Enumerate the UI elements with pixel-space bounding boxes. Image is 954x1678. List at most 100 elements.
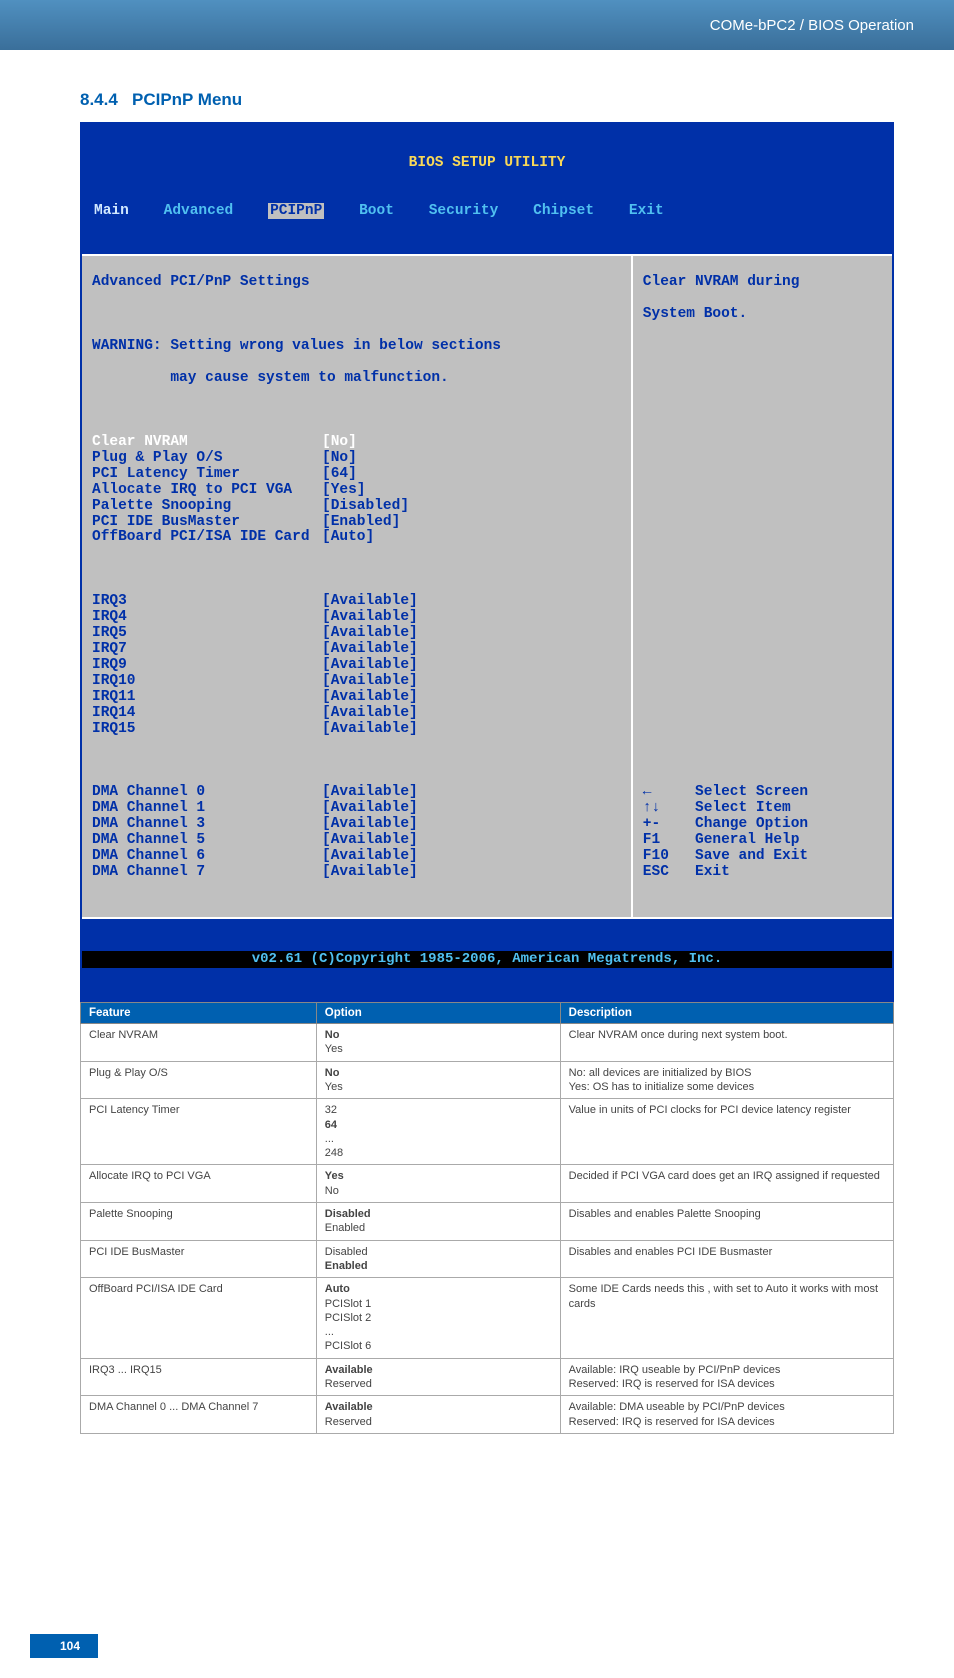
bios-setting-row: OffBoard PCI/ISA IDE Card[Auto]: [92, 530, 621, 546]
setting-value: [Enabled]: [322, 515, 400, 531]
cell-feature: PCI Latency Timer: [81, 1099, 317, 1165]
bios-help: Clear NVRAM during System Boot.: [643, 260, 882, 356]
table-row: Plug & Play O/SNoYesNo: all devices are …: [81, 1061, 894, 1099]
cell-option: AvailableReserved: [316, 1358, 560, 1396]
setting-value: [64]: [322, 467, 357, 483]
irq-value: [Available]: [322, 706, 418, 722]
cell-feature: Plug & Play O/S: [81, 1061, 317, 1099]
table-row: PCI IDE BusMasterDisabledEnabledDisables…: [81, 1240, 894, 1278]
irq-label: IRQ9: [92, 658, 322, 674]
page-footer: 104: [0, 1634, 954, 1678]
th-description: Description: [560, 1003, 893, 1024]
cell-description: Some IDE Cards needs this , with set to …: [560, 1278, 893, 1358]
tab-advanced: Advanced: [164, 203, 234, 219]
bios-menu-bar: Main Advanced PCIPnP Boot Security Chips…: [82, 204, 892, 222]
bios-left-panel: Advanced PCI/PnP Settings WARNING: Setti…: [82, 254, 633, 919]
irq-value: [Available]: [322, 722, 418, 738]
cell-feature: Palette Snooping: [81, 1203, 317, 1241]
cell-option: DisabledEnabled: [316, 1203, 560, 1241]
table-row: Palette SnoopingDisabledEnabledDisables …: [81, 1203, 894, 1241]
bios-dma-row: DMA Channel 7[Available]: [92, 865, 621, 881]
bios-nav-help: ← Select Screen↑↓ Select Item+- Change O…: [643, 754, 882, 913]
dma-label: DMA Channel 6: [92, 849, 322, 865]
bios-title: BIOS SETUP UTILITY: [82, 156, 892, 172]
irq-value: [Available]: [322, 690, 418, 706]
cell-description: No: all devices are initialized by BIOSY…: [560, 1061, 893, 1099]
table-row: Allocate IRQ to PCI VGAYesNoDecided if P…: [81, 1165, 894, 1203]
irq-label: IRQ15: [92, 722, 322, 738]
cell-description: Available: DMA useable by PCI/PnP device…: [560, 1396, 893, 1434]
cell-description: Clear NVRAM once during next system boot…: [560, 1024, 893, 1062]
cell-option: NoYes: [316, 1024, 560, 1062]
page-header: COMe-bPC2 / BIOS Operation: [0, 0, 954, 50]
bios-setting-row: PCI IDE BusMaster[Enabled]: [92, 515, 621, 531]
bios-right-panel: Clear NVRAM during System Boot. ← Select…: [633, 254, 892, 919]
setting-value: [Auto]: [322, 530, 374, 546]
bios-dma-row: DMA Channel 5[Available]: [92, 833, 621, 849]
table-row: IRQ3 ... IRQ15AvailableReservedAvailable…: [81, 1358, 894, 1396]
dma-value: [Available]: [322, 833, 418, 849]
irq-value: [Available]: [322, 642, 418, 658]
bios-dma-row: DMA Channel 3[Available]: [92, 817, 621, 833]
irq-label: IRQ5: [92, 626, 322, 642]
table-row: PCI Latency Timer3264...248Value in unit…: [81, 1099, 894, 1165]
setting-value: [Yes]: [322, 483, 366, 499]
nav-row: +- Change Option: [643, 817, 882, 833]
cell-feature: DMA Channel 0 ... DMA Channel 7: [81, 1396, 317, 1434]
setting-label: OffBoard PCI/ISA IDE Card: [92, 530, 322, 546]
bios-irq-row: IRQ4[Available]: [92, 610, 621, 626]
setting-label: PCI IDE BusMaster: [92, 515, 322, 531]
irq-label: IRQ14: [92, 706, 322, 722]
tab-security: Security: [429, 203, 499, 219]
irq-label: IRQ7: [92, 642, 322, 658]
irq-value: [Available]: [322, 658, 418, 674]
nav-row: F10 Save and Exit: [643, 849, 882, 865]
bios-setting-row: Palette Snooping[Disabled]: [92, 499, 621, 515]
bios-irq-row: IRQ9[Available]: [92, 658, 621, 674]
bios-dma-row: DMA Channel 1[Available]: [92, 801, 621, 817]
bios-irq-row: IRQ5[Available]: [92, 626, 621, 642]
setting-value: [Disabled]: [322, 499, 409, 515]
nav-row: ESC Exit: [643, 865, 882, 881]
irq-label: IRQ3: [92, 594, 322, 610]
cell-option: 3264...248: [316, 1099, 560, 1165]
tab-exit: Exit: [629, 203, 664, 219]
dma-value: [Available]: [322, 785, 418, 801]
dma-label: DMA Channel 1: [92, 801, 322, 817]
bios-warning-1: WARNING: Setting wrong values in below s…: [92, 339, 621, 355]
dma-label: DMA Channel 3: [92, 817, 322, 833]
bios-subtitle: Advanced PCI/PnP Settings: [92, 275, 621, 291]
cell-option: AutoPCISlot 1PCISlot 2...PCISlot 6: [316, 1278, 560, 1358]
tab-chipset: Chipset: [533, 203, 594, 219]
page-number: 104: [30, 1634, 98, 1658]
cell-feature: OffBoard PCI/ISA IDE Card: [81, 1278, 317, 1358]
irq-label: IRQ4: [92, 610, 322, 626]
cell-description: Decided if PCI VGA card does get an IRQ …: [560, 1165, 893, 1203]
table-row: DMA Channel 0 ... DMA Channel 7Available…: [81, 1396, 894, 1434]
nav-row: ← Select Screen: [643, 785, 882, 801]
bios-setting-row: Plug & Play O/S[No]: [92, 451, 621, 467]
tab-boot: Boot: [359, 203, 394, 219]
irq-value: [Available]: [322, 626, 418, 642]
dma-value: [Available]: [322, 817, 418, 833]
bios-irq-row: IRQ11[Available]: [92, 690, 621, 706]
bios-setting-row: Allocate IRQ to PCI VGA[Yes]: [92, 483, 621, 499]
bios-irq-row: IRQ3[Available]: [92, 594, 621, 610]
dma-value: [Available]: [322, 801, 418, 817]
bios-setting-row: PCI Latency Timer[64]: [92, 467, 621, 483]
cell-description: Available: IRQ useable by PCI/PnP device…: [560, 1358, 893, 1396]
cell-feature: PCI IDE BusMaster: [81, 1240, 317, 1278]
nav-row: F1 General Help: [643, 833, 882, 849]
bios-irq-row: IRQ10[Available]: [92, 674, 621, 690]
irq-label: IRQ10: [92, 674, 322, 690]
cell-option: YesNo: [316, 1165, 560, 1203]
section-title: 8.4.4 PCIPnP Menu: [80, 90, 894, 110]
cell-option: AvailableReserved: [316, 1396, 560, 1434]
setting-value: [No]: [322, 451, 357, 467]
dma-value: [Available]: [322, 849, 418, 865]
feature-table: Feature Option Description Clear NVRAMNo…: [80, 1002, 894, 1434]
bios-screenshot: BIOS SETUP UTILITY Main Advanced PCIPnP …: [80, 122, 894, 1002]
irq-label: IRQ11: [92, 690, 322, 706]
bios-irq-row: IRQ15[Available]: [92, 722, 621, 738]
cell-option: NoYes: [316, 1061, 560, 1099]
